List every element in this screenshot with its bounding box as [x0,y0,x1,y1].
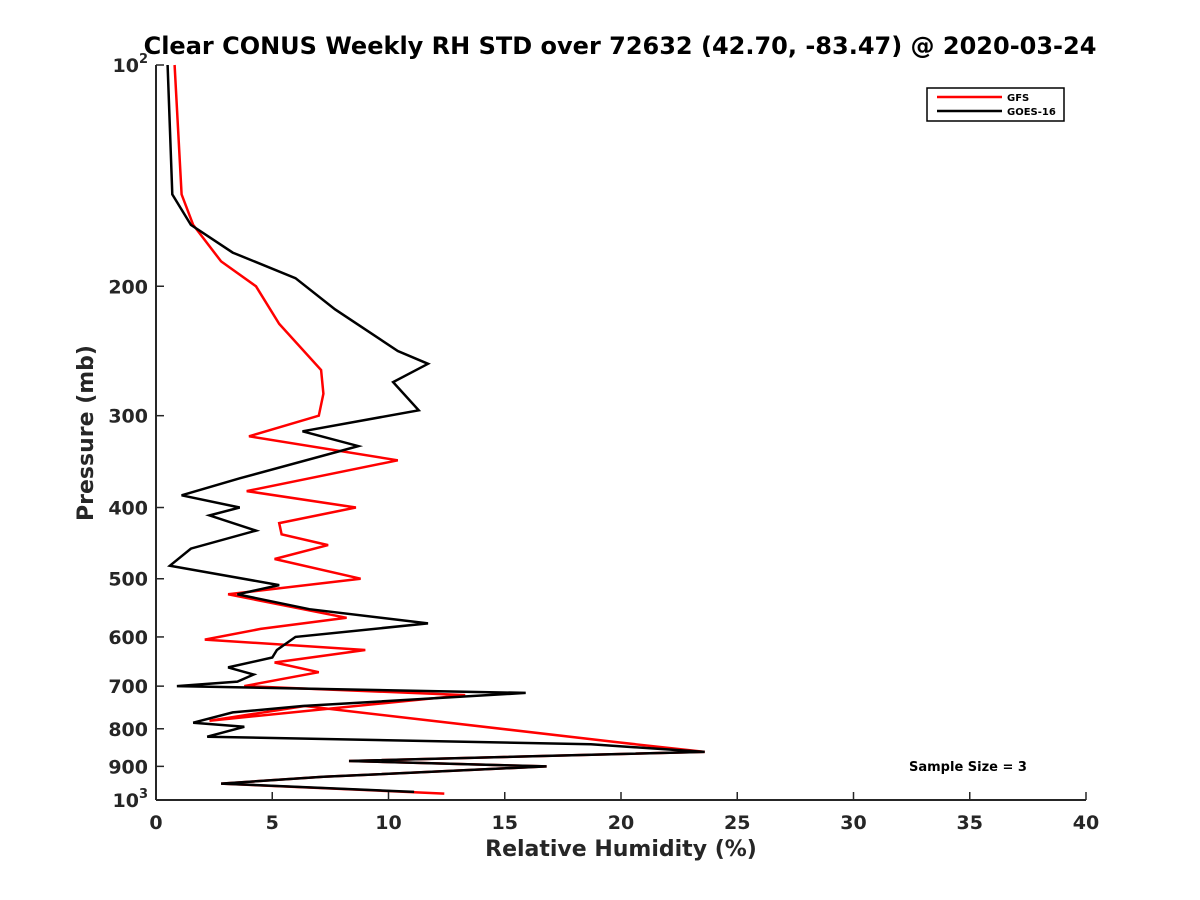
x-ticks: 0 5 10 15 20 25 30 35 40 [149,792,1099,834]
plot-area [166,64,705,795]
y-tick-label: 800 [108,719,148,741]
x-tick-label: 20 [608,812,634,834]
x-tick-label: 35 [957,812,983,834]
chart-title: Clear CONUS Weekly RH STD over 72632 (42… [144,32,1097,60]
y-tick-label: 200 [108,276,148,298]
y-tick-label: 102 [113,52,149,77]
x-tick-label: 30 [840,812,866,834]
x-tick-label: 10 [375,812,401,834]
legend-label-goes16: GOES-16 [1007,107,1056,118]
x-tick-label: 40 [1073,812,1099,834]
y-tick-label: 900 [108,756,148,778]
y-axis-label: Pressure (mb) [74,345,99,521]
y-ticks: 102 200 300 400 500 600 700 800 900 103 [108,52,164,812]
x-axis-label: Relative Humidity (%) [485,837,757,862]
legend-label-gfs: GFS [1007,93,1029,104]
y-tick-label: 500 [108,569,148,591]
sample-size-annotation: Sample Size = 3 [909,760,1027,775]
x-tick-label: 15 [492,812,518,834]
y-tick-label: 600 [108,627,148,649]
y-tick-label: 400 [108,498,148,520]
series-line-gfs [173,64,705,795]
series-line-goes-16 [166,64,705,794]
x-tick-label: 25 [724,812,750,834]
legend: GFS GOES-16 [926,87,1065,122]
legend-box [926,87,1065,122]
y-tick-label: 700 [108,676,148,698]
y-tick-label: 300 [108,406,148,428]
axes [155,65,1086,801]
x-tick-label: 5 [266,812,279,834]
x-tick-label: 0 [149,812,162,834]
y-tick-label: 103 [113,787,149,812]
